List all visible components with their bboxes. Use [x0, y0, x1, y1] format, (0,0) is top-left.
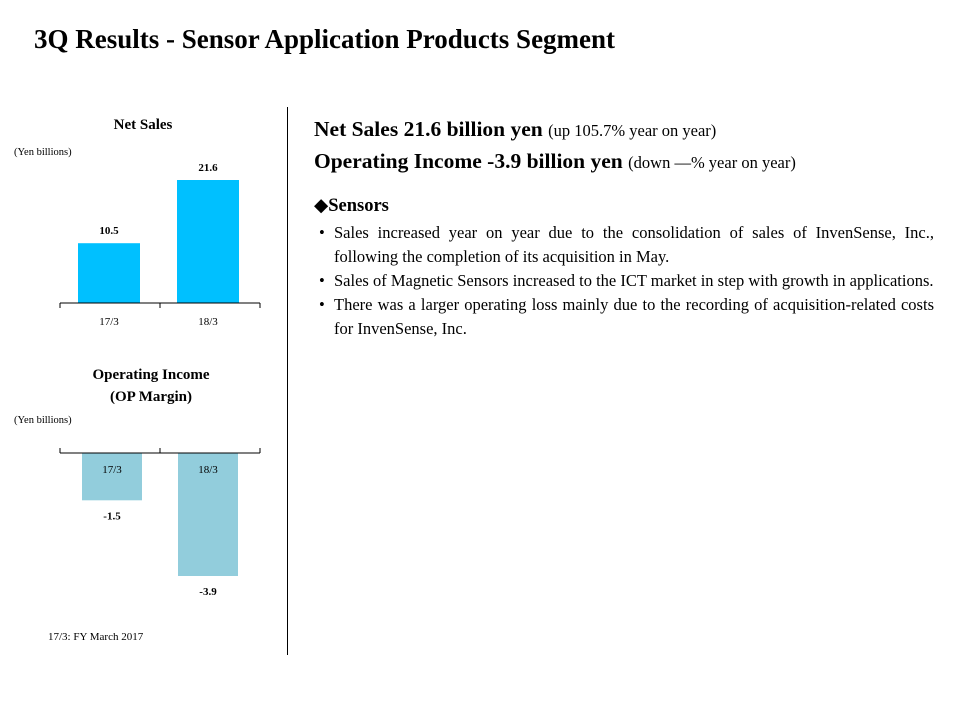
operating-income-title-line1: Operating Income: [92, 367, 210, 383]
operating-income-title-line2: (OP Margin): [109, 389, 193, 405]
data-label: -3.9: [199, 586, 217, 598]
bar-net-sales-17-3: [78, 243, 140, 303]
operating-income-chart-title: Operating Income (OP Margin): [51, 364, 251, 408]
operating-income-headline: Operating Income -3.9 billion yen (down …: [314, 146, 934, 178]
section-title-sensors: ◆Sensors: [314, 196, 389, 216]
bullet-list: • Sales increased year on year due to the…: [314, 221, 934, 341]
footnote: 17/3: FY March 2017: [48, 631, 144, 643]
bullet-marker: •: [319, 223, 325, 242]
x-tick-label: 18/3: [198, 464, 218, 476]
bullet-item: • Sales of Magnetic Sensors increased to …: [314, 269, 934, 293]
page-title: 3Q Results - Sensor Application Products…: [34, 24, 616, 54]
x-tick-label: 17/3: [102, 464, 122, 476]
operating-income-headline-change: (down —% year on year): [628, 153, 796, 172]
x-tick-label: 18/3: [198, 316, 218, 328]
bullet-marker: •: [319, 295, 325, 314]
net-sales-headline-change: (up 105.7% year on year): [548, 121, 717, 140]
bullet-marker: •: [319, 271, 325, 290]
data-label: 21.6: [198, 162, 218, 174]
x-tick-label: 17/3: [99, 316, 119, 328]
bullet-text: There was a larger operating loss mainly…: [334, 295, 934, 338]
bullet-text: Sales increased year on year due to the …: [334, 223, 934, 266]
data-label: -1.5: [103, 510, 121, 522]
bar-operating-income-17-3: [82, 453, 142, 501]
operating-income-headline-value: Operating Income -3.9 billion yen: [314, 149, 623, 173]
bullet-item: • There was a larger operating loss mainl…: [314, 293, 934, 341]
net-sales-headline: Net Sales 21.6 billion yen (up 105.7% ye…: [314, 114, 934, 146]
operating-income-unit-label: (Yen billions): [14, 415, 72, 426]
net-sales-chart-title: Net Sales: [113, 117, 173, 133]
charts-canvas: 10.5 17/3 21.6 18/3 -1.5 17/3 -3.9 18/3: [59, 162, 261, 598]
vertical-divider: [287, 107, 288, 655]
bullet-item: • Sales increased year on year due to the…: [314, 221, 934, 269]
net-sales-unit-label: (Yen billions): [14, 147, 72, 158]
data-label: 10.5: [99, 225, 119, 237]
net-sales-headline-value: Net Sales 21.6 billion yen: [314, 117, 543, 141]
bar-net-sales-18-3: [177, 180, 239, 303]
summary-panel: Net Sales 21.6 billion yen (up 105.7% ye…: [314, 114, 934, 341]
bullet-text: Sales of Magnetic Sensors increased to t…: [334, 271, 934, 290]
bar-operating-income-18-3: [178, 453, 238, 576]
